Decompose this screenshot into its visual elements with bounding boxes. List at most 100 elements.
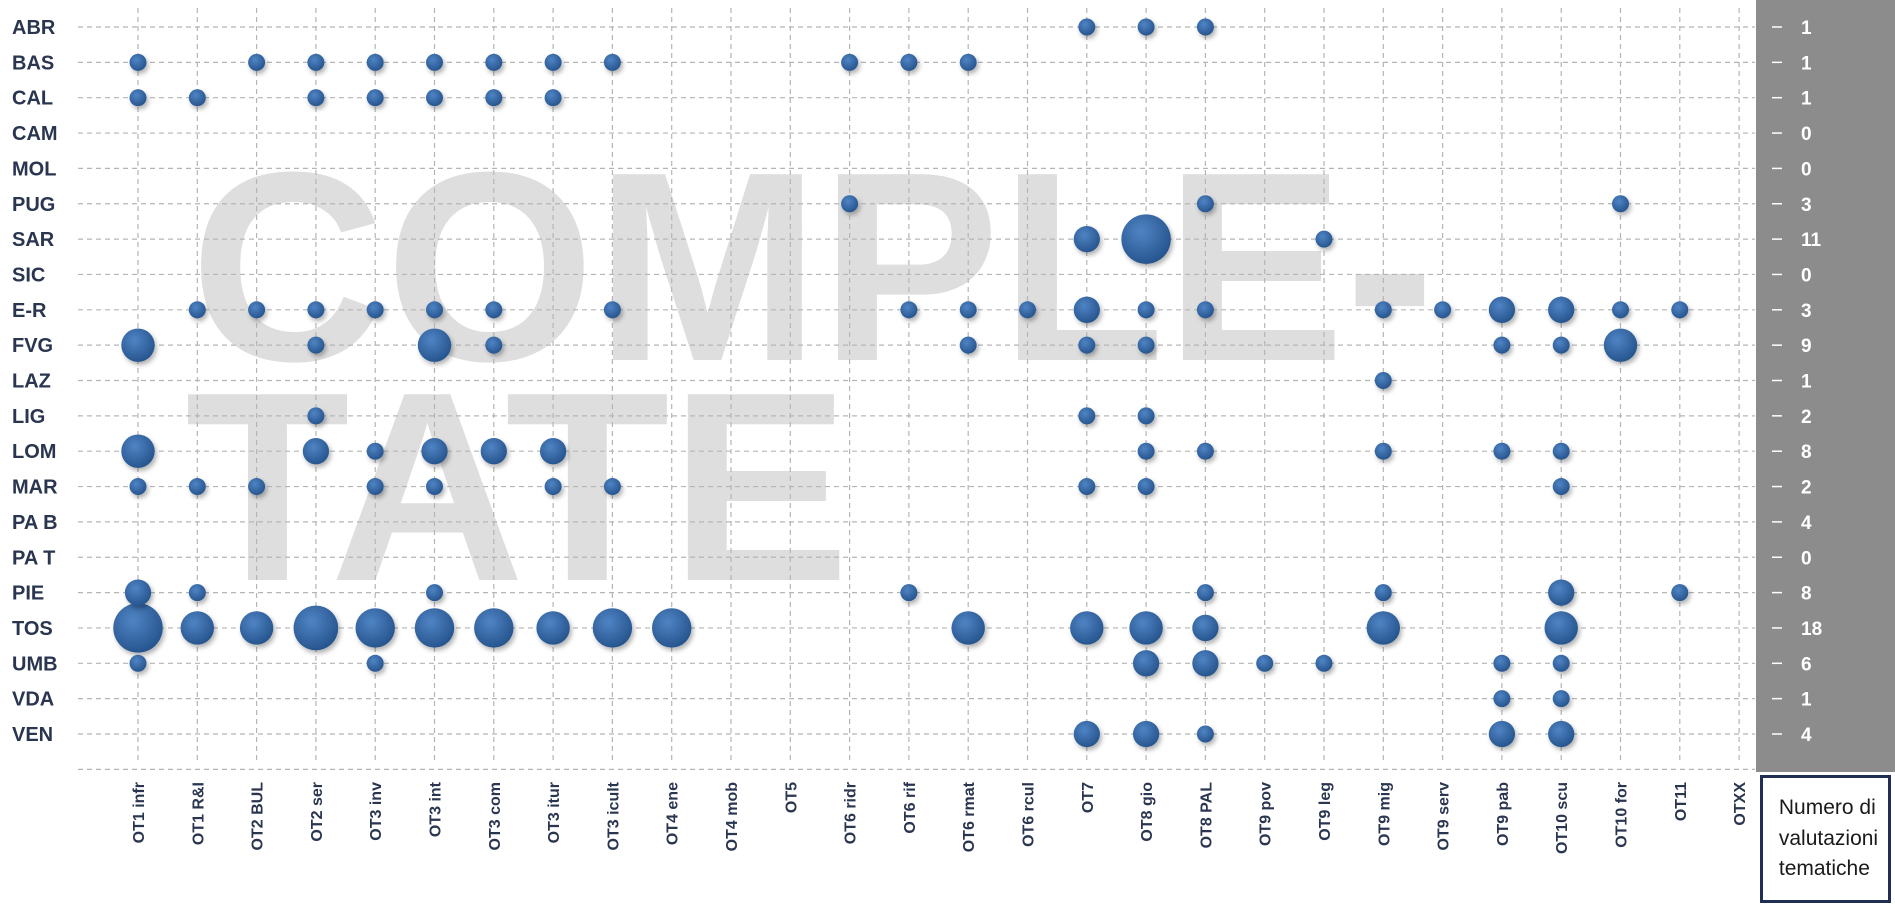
bubble-point: [544, 53, 562, 71]
bubble-point: [1493, 654, 1511, 672]
row-label: ABR: [12, 17, 56, 39]
watermark-line-2: TATE: [185, 337, 850, 638]
bubble-point: [1493, 690, 1511, 708]
bubble-point: [188, 301, 206, 319]
column-label: OT5: [783, 782, 800, 813]
bubble-point: [841, 195, 859, 213]
bubble-point: [1196, 725, 1214, 743]
bubble-point: [366, 654, 384, 672]
bubble-point: [1548, 296, 1575, 323]
column-label: OT3 icult: [605, 781, 622, 850]
bubble-point: [1196, 18, 1214, 36]
bubble-point: [248, 301, 266, 319]
row-label: VEN: [12, 724, 53, 746]
count-value: 1: [1801, 690, 1812, 711]
bubble-point: [1132, 650, 1160, 677]
column-labels: OT1 infr OT1 R&I OT2 BUL OT2 ser OT3 inv OT3 …: [131, 781, 1749, 854]
bubble-point: [1374, 584, 1392, 602]
column-label: OT6 rif: [902, 781, 919, 833]
count-panel: [1756, 0, 1895, 772]
bubble-point: [129, 478, 147, 496]
count-value: 4: [1801, 513, 1812, 534]
column-label: OT6 rcul: [1021, 782, 1038, 847]
bubble-point: [426, 478, 443, 496]
bubble-point: [1671, 301, 1689, 319]
bubble-point: [124, 579, 152, 606]
row-label: SIC: [12, 264, 45, 286]
row-label: PIE: [12, 583, 44, 605]
row-label: PUG: [12, 194, 55, 216]
column-label: OT8 PAL: [1198, 782, 1215, 849]
column-label: OT3 inv: [368, 782, 385, 841]
row-label: FVG: [12, 335, 53, 357]
column-label: OT3 itur: [546, 782, 563, 843]
bubble-point: [293, 605, 339, 651]
bubble-point: [1121, 214, 1171, 264]
bubble-point: [188, 584, 206, 602]
bubble-point: [900, 584, 918, 602]
count-value: 8: [1801, 584, 1812, 605]
count-value: 18: [1801, 619, 1822, 640]
bubble-point: [366, 442, 384, 460]
bubble-point: [603, 478, 621, 496]
bubble-point: [366, 301, 384, 319]
count-value: 0: [1801, 265, 1812, 286]
bubble-point: [1129, 611, 1163, 645]
bubble-point: [1137, 442, 1155, 460]
count-value: 1: [1801, 18, 1812, 39]
row-label: LIG: [12, 406, 45, 428]
bubble-point: [485, 301, 503, 319]
count-value: 9: [1801, 336, 1812, 357]
bubble-point: [1603, 328, 1638, 362]
bubble-point: [366, 53, 384, 71]
bubble-point: [485, 336, 503, 354]
bubble-point: [592, 608, 633, 648]
bubble-point: [129, 53, 147, 71]
watermark-line-1: COMPLE-: [190, 117, 1435, 418]
bubble-point: [1552, 654, 1570, 672]
bubble-point: [307, 301, 325, 319]
bubble-point: [1315, 654, 1333, 672]
count-value: 3: [1801, 301, 1812, 322]
bubble-point: [900, 301, 918, 319]
row-label: UMB: [12, 653, 58, 675]
bubble-point: [652, 608, 692, 648]
count-value: 2: [1801, 407, 1812, 428]
row-label: SAR: [12, 229, 55, 251]
count-value: 2: [1801, 478, 1812, 499]
bubble-point: [1137, 407, 1155, 425]
bubble-point: [426, 301, 443, 319]
row-label: CAL: [12, 88, 53, 110]
column-label: OT7: [1080, 782, 1097, 813]
bubble-point: [1137, 18, 1155, 36]
bubble-point: [121, 328, 155, 362]
row-label: E-R: [12, 300, 47, 322]
bubble-point: [180, 611, 214, 645]
column-label: OT1 R&I: [190, 782, 207, 845]
bubble-point: [307, 336, 325, 354]
bubble-point: [121, 434, 155, 468]
bubble-point: [959, 336, 977, 354]
bubble-point: [480, 438, 507, 465]
bubble-point: [1137, 301, 1155, 319]
bubbles: [113, 18, 1689, 748]
column-label: OT9 pov: [1258, 782, 1275, 846]
count-panel-background: [1756, 0, 1895, 772]
column-label: OT4 ene: [665, 782, 682, 845]
grid: [78, 8, 1755, 770]
column-label: OT4 mob: [724, 782, 741, 852]
bubble-point: [1612, 301, 1629, 319]
count-legend-line-2: valutazioni: [1778, 826, 1879, 850]
bubble-point: [1078, 18, 1096, 36]
column-label: OT3 int: [428, 781, 445, 837]
column-label: OT6 rmat: [961, 781, 978, 852]
bubble-point: [1078, 478, 1096, 496]
column-label: OT9 leg: [1317, 782, 1334, 841]
count-legend-line-3: tematiche: [1778, 857, 1870, 881]
bubble-point: [1671, 584, 1689, 602]
bubble-point: [1366, 611, 1400, 645]
bubble-point: [1548, 720, 1575, 748]
bubble-point: [485, 53, 503, 71]
column-label: OT9 pab: [1495, 782, 1512, 846]
